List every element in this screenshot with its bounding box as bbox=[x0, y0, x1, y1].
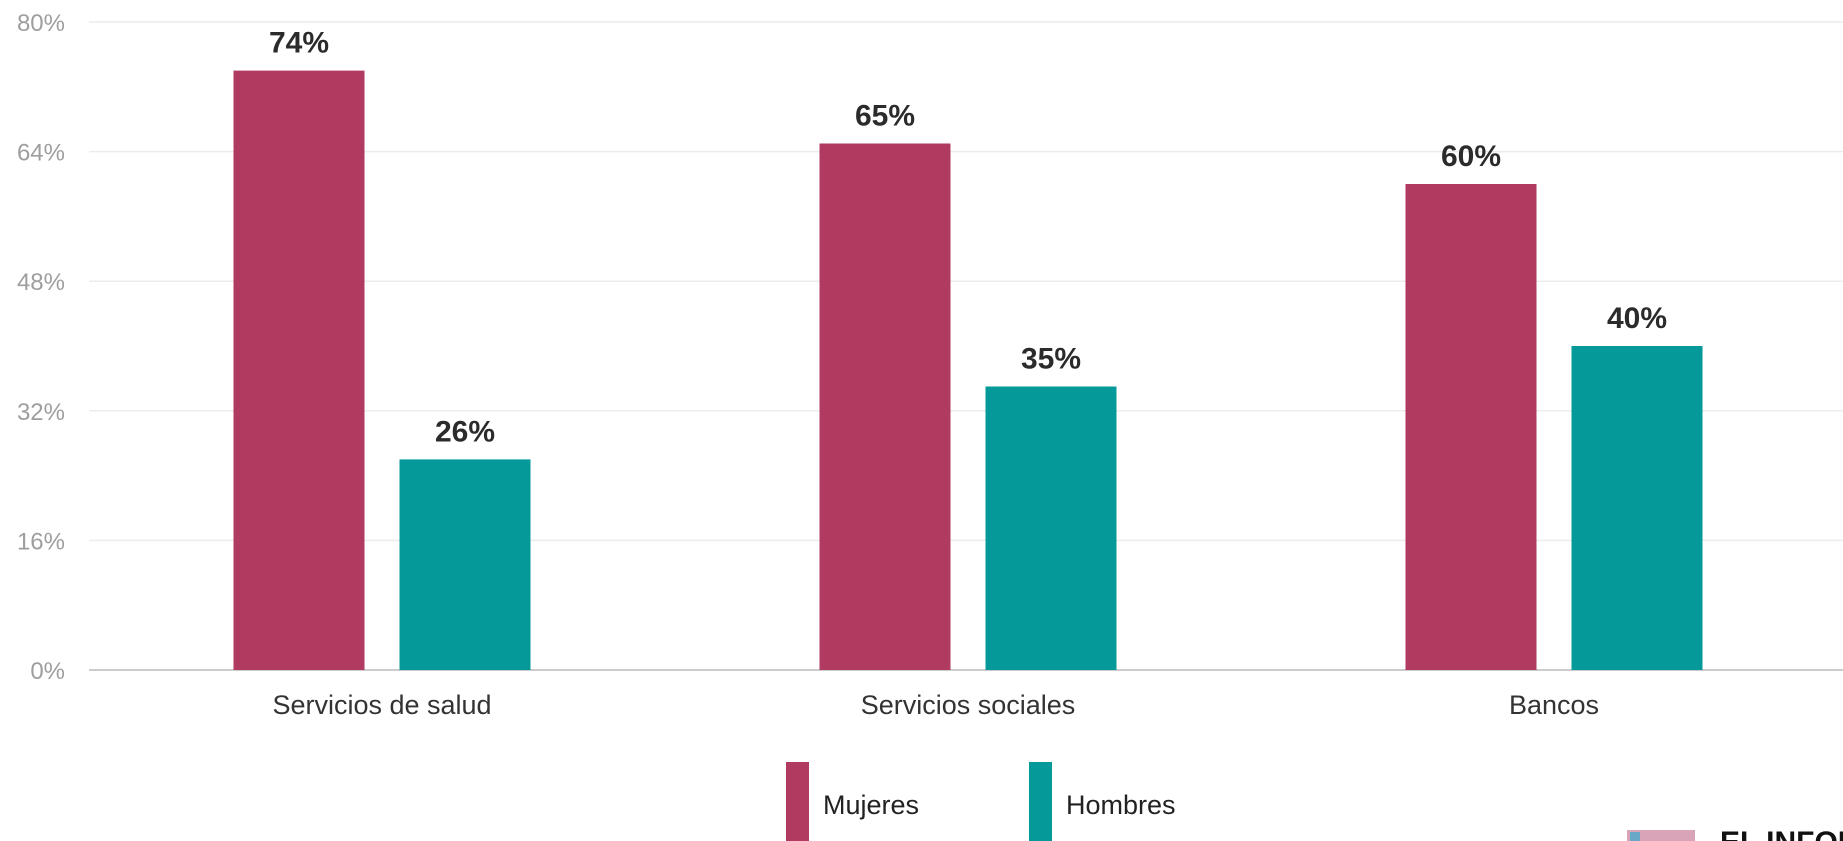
publisher-logo: EL INFOR bbox=[1627, 826, 1843, 841]
category-label: Servicios de salud bbox=[272, 690, 491, 720]
bar-hombres-2 bbox=[1571, 346, 1703, 670]
y-tick-label: 32% bbox=[17, 399, 65, 426]
y-tick-label: 16% bbox=[17, 528, 65, 555]
data-label-mujeres-1: 65% bbox=[855, 100, 915, 133]
bar-mujeres-0 bbox=[233, 70, 365, 671]
y-tick-label: 64% bbox=[17, 140, 65, 167]
y-tick-label: 80% bbox=[17, 10, 65, 37]
category-label: Bancos bbox=[1509, 690, 1599, 720]
logo-badge bbox=[1627, 830, 1695, 841]
data-label-hombres-2: 40% bbox=[1607, 302, 1667, 335]
data-label-hombres-1: 35% bbox=[1021, 343, 1081, 376]
legend-label-mujeres: Mujeres bbox=[823, 790, 919, 820]
bar-hombres-0 bbox=[399, 459, 531, 670]
category-label: Servicios sociales bbox=[861, 690, 1076, 720]
logo-text: EL INFOR bbox=[1720, 826, 1843, 841]
logo-badge-inner bbox=[1630, 832, 1640, 841]
y-tick-label: 0% bbox=[30, 658, 65, 685]
bar-mujeres-2 bbox=[1405, 184, 1537, 670]
bar-hombres-1 bbox=[985, 386, 1117, 670]
data-label-hombres-0: 26% bbox=[435, 415, 495, 448]
bars bbox=[233, 70, 1703, 671]
data-label-mujeres-2: 60% bbox=[1441, 140, 1501, 173]
x-axis-categories: Servicios de salud Servicios sociales Banc… bbox=[272, 690, 1599, 720]
legend-swatch-hombres bbox=[1029, 762, 1052, 841]
gridlines bbox=[89, 21, 1843, 671]
bar-mujeres-1 bbox=[819, 143, 951, 670]
y-tick-label: 48% bbox=[17, 269, 65, 296]
legend: Mujeres Hombres bbox=[786, 762, 1176, 841]
y-axis-ticks: 0% 16% 32% 48% 64% 80% bbox=[17, 10, 65, 685]
data-label-mujeres-0: 74% bbox=[269, 27, 329, 60]
legend-label-hombres: Hombres bbox=[1066, 790, 1176, 820]
legend-swatch-mujeres bbox=[786, 762, 809, 841]
data-labels: 74% 26% 65% 35% 60% 40% bbox=[269, 27, 1667, 449]
